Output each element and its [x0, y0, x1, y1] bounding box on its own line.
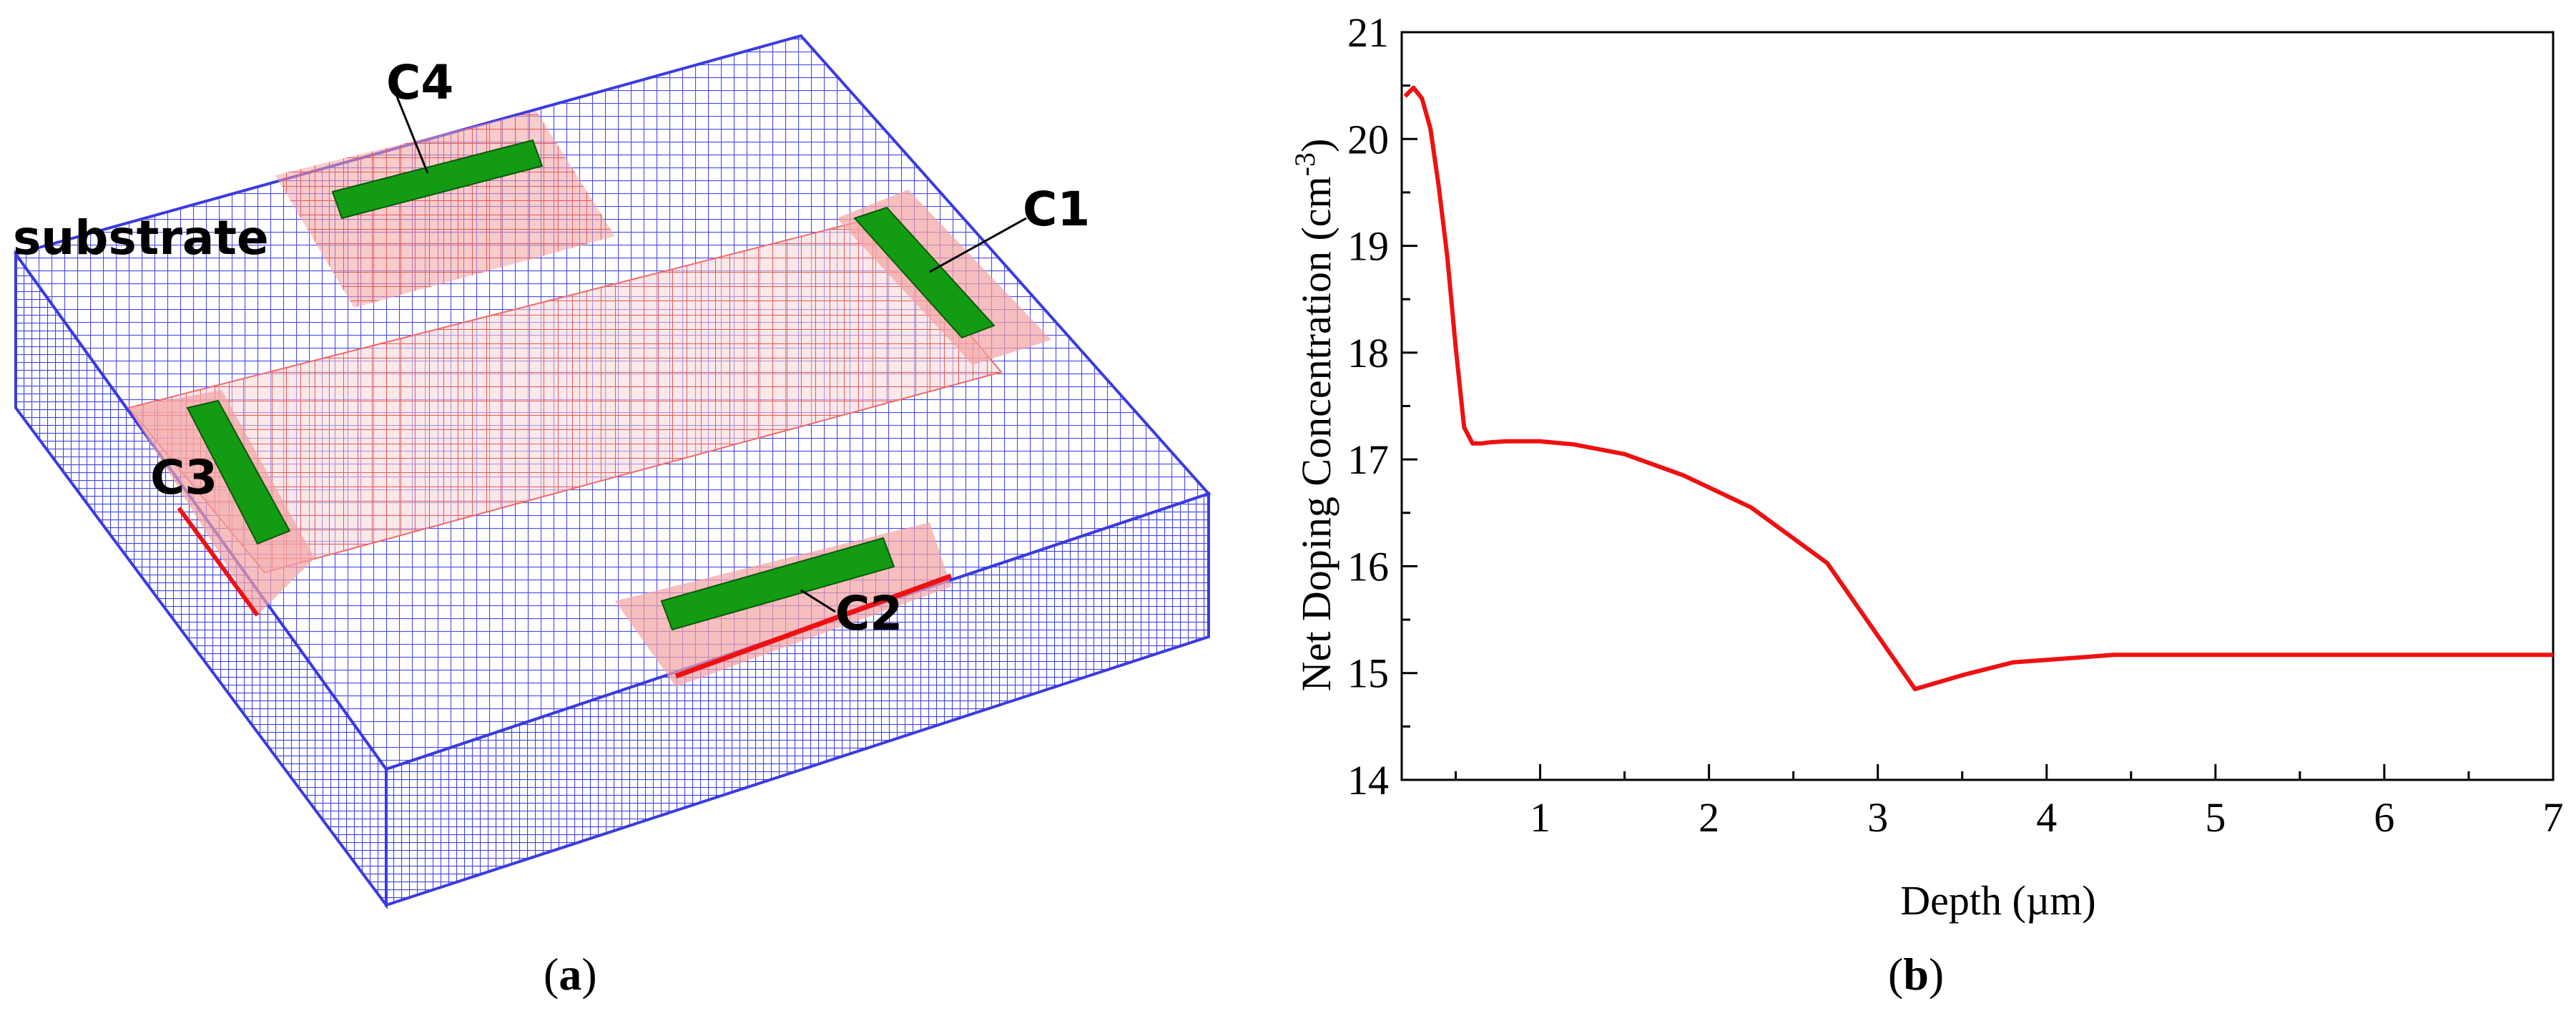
y-tick-label: 16	[1347, 543, 1389, 590]
caption-a-letter: a	[559, 949, 582, 1000]
x-tick-label: 1	[1530, 794, 1550, 841]
y-tick-label: 20	[1347, 116, 1389, 162]
x-axis-title: Depth (µm)	[1900, 877, 2095, 924]
y-axis-title-end: )	[1293, 139, 1339, 152]
contact-c3	[186, 399, 291, 545]
y-tick-label: 21	[1347, 9, 1389, 56]
contact-c1	[853, 206, 996, 339]
caption-b: (b)	[1888, 949, 1945, 1000]
series-group	[1403, 85, 2554, 692]
y-axis-title: Net Doping Concentration (cm-3)	[1289, 139, 1339, 692]
leader-c2	[800, 589, 836, 613]
x-tick-label: 4	[2036, 794, 2057, 841]
label-c3: C3	[150, 450, 217, 505]
label-substrate: substrate	[13, 210, 269, 265]
doped-region-c3	[129, 390, 315, 615]
y-axis-title-main: Net Doping Concentration (cm	[1293, 176, 1339, 691]
label-c2: C2	[835, 586, 903, 641]
y-tick-label: 19	[1347, 223, 1389, 270]
label-c1: C1	[1023, 182, 1090, 237]
y-tick-label: 15	[1347, 650, 1389, 697]
series-line-net-doping	[1403, 85, 2553, 692]
label-c4: C4	[386, 55, 453, 110]
x-tick-label: 3	[1867, 794, 1888, 841]
caption-a: (a)	[544, 949, 597, 1000]
x-ticks: 1 2 3 4 5 6 7	[1455, 764, 2564, 841]
leader-c4	[395, 96, 429, 174]
contact-c4	[331, 139, 544, 220]
doped-region-center-mesh	[129, 218, 1001, 572]
contact-c2	[660, 537, 895, 631]
y-axis-title-sup: -3	[1289, 152, 1321, 176]
plot-frame	[1400, 31, 2555, 781]
y-tick-label: 14	[1347, 757, 1389, 803]
x-tick-label: 2	[1699, 794, 1719, 841]
doped-edge-c2	[674, 573, 953, 679]
chart-axes	[1400, 31, 2555, 781]
caption-b-letter: b	[1903, 949, 1929, 1000]
y-tick-label: 17	[1347, 436, 1389, 483]
x-tick-label: 6	[2374, 794, 2394, 841]
y-tick-label: 18	[1347, 330, 1389, 376]
mesh-panel: C4 C1 C3 C2 substrate	[13, 34, 1211, 910]
y-ticks: 14 15 16 17 18 19 20 21	[1347, 9, 1417, 803]
x-tick-label: 7	[2543, 794, 2564, 841]
doped-edge-c3	[177, 507, 260, 617]
leader-c1	[929, 217, 1027, 273]
x-tick-label: 5	[2205, 794, 2226, 841]
